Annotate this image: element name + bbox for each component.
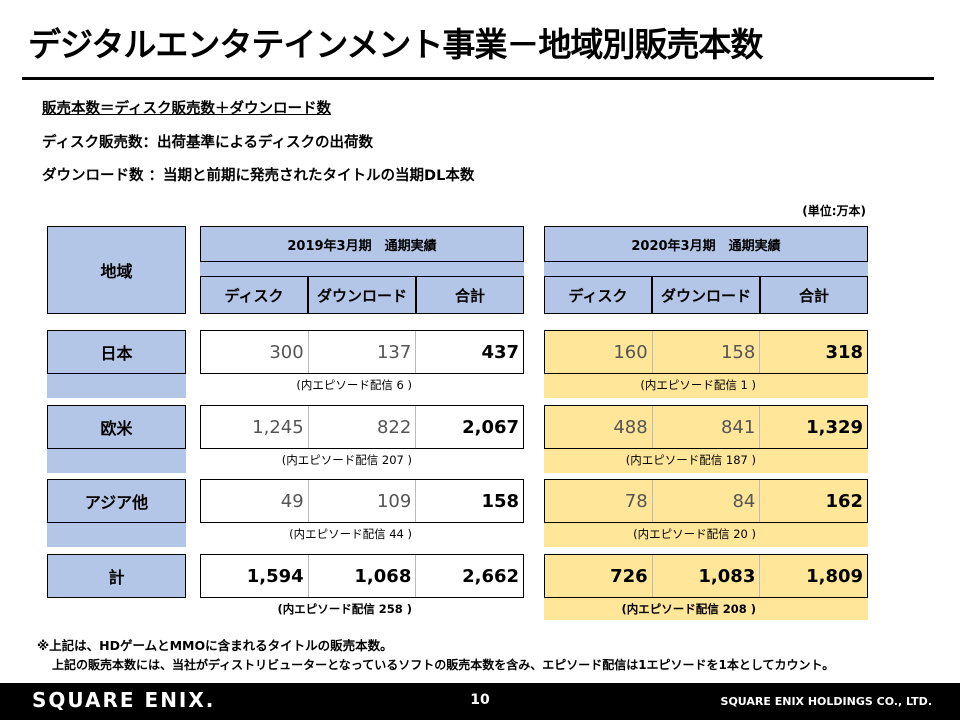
unit-label: (単位:万本) [802,204,866,218]
table-row-western-2020: 488 841 1,329 [544,405,868,449]
highlight-band [544,479,868,547]
table-row-japan-2019: 300 137 437 [200,330,524,374]
company-logo: SQUARE ENIX. [32,688,216,712]
cell-disc: 488 [545,406,653,448]
episode-note-asia-2019: (内エピソード配信 44 ) [289,527,412,541]
title-divider [22,77,934,80]
cell-total: 318 [825,341,864,363]
page-number: 10 [470,692,490,708]
cell-disc: 1,245 [201,406,309,448]
period-header-2019: 2019年3月期 通期実績 [200,226,524,262]
region-asia: アジア他 [47,479,186,523]
company-name: SQUARE ENIX HOLDINGS CO., LTD. [720,695,932,708]
region-total: 計 [47,554,186,598]
cell-disc: 1,594 [201,555,309,597]
region-band [47,374,186,398]
note-definition: 販売本数＝ディスク販売数＋ダウンロード数 [42,101,331,117]
cell-total: 1,809 [806,565,864,587]
highlight-band [544,554,868,620]
note-download: ダウンロード数 ：当期と前期に発売されたタイトルの当期DL本数 [42,168,475,184]
highlight-band [544,330,868,398]
cell-total: 1,329 [806,416,864,438]
col-total-2019: 合計 [416,276,524,314]
region-western: 欧米 [47,405,186,449]
table-row-total-2020: 726 1,083 1,809 [544,554,868,598]
region-band [47,449,186,473]
period-header-2020: 2020年3月期 通期実績 [544,226,868,262]
col-disc-2019: ディスク [200,276,308,314]
footnote-2: 上記の販売本数には、当社がディストリビューターとなっているソフトの販売本数を含み… [52,658,835,672]
col-total-2020: 合計 [760,276,868,314]
cell-total: 158 [481,490,520,512]
footnote-1: ※上記は、HDゲームとMMOに含まれるタイトルの販売本数。 [37,638,393,653]
region-band [47,523,186,547]
header-band-2019 [200,262,524,276]
cell-download: 158 [653,331,761,373]
cell-disc: 78 [545,480,653,522]
note-disc: ディスク販売数：出荷基準によるディスクの出荷数 [42,135,374,151]
cell-disc: 726 [545,555,653,597]
footer-bar [0,683,960,720]
cell-disc: 300 [201,331,309,373]
table-row-western-2019: 1,245 822 2,067 [200,405,524,449]
page-title: デジタルエンタテインメント事業－地域別販売本数 [28,25,763,64]
cell-download: 1,068 [309,555,417,597]
table-row-japan-2020: 160 158 318 [544,330,868,374]
col-disc-2020: ディスク [544,276,652,314]
table-row-asia-2019: 49 109 158 [200,479,524,523]
episode-note-total-2019: (内エピソード配信 258 ) [277,602,412,616]
region-header: 地域 [47,226,186,314]
table-row-asia-2020: 78 84 162 [544,479,868,523]
cell-download: 841 [653,406,761,448]
cell-download: 109 [309,480,417,522]
cell-total: 2,067 [462,416,520,438]
col-download-2020: ダウンロード [652,276,760,314]
cell-download: 137 [309,331,417,373]
header-band-2020 [544,262,868,276]
episode-note-asia-2020: (内エピソード配信 20 ) [633,527,756,541]
episode-note-western-2020: (内エピソード配信 187 ) [625,453,756,467]
region-japan: 日本 [47,330,186,374]
highlight-band [544,405,868,473]
episode-note-japan-2019: (内エピソード配信 6 ) [296,378,412,392]
cell-download: 822 [309,406,417,448]
cell-total: 2,662 [462,565,520,587]
episode-note-western-2019: (内エピソード配信 207 ) [281,453,412,467]
episode-note-japan-2020: (内エピソード配信 1 ) [640,378,756,392]
episode-note-total-2020: (内エピソード配信 208 ) [621,602,756,616]
table-row-total-2019: 1,594 1,068 2,662 [200,554,524,598]
cell-disc: 160 [545,331,653,373]
cell-download: 84 [653,480,761,522]
cell-total: 437 [481,341,520,363]
col-download-2019: ダウンロード [308,276,416,314]
cell-download: 1,083 [653,555,761,597]
cell-disc: 49 [201,480,309,522]
cell-total: 162 [825,490,864,512]
